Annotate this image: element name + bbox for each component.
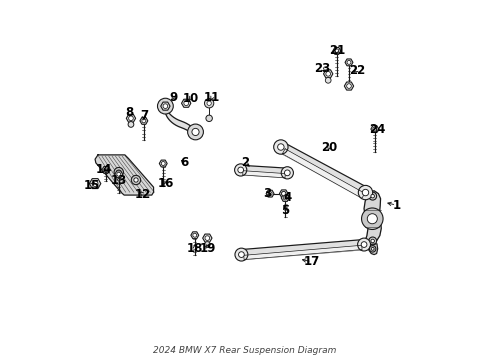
Circle shape: [161, 162, 165, 166]
Circle shape: [368, 214, 377, 224]
Circle shape: [162, 103, 169, 110]
Text: 8: 8: [125, 106, 134, 119]
Circle shape: [238, 167, 244, 173]
Text: 5: 5: [281, 204, 289, 217]
Circle shape: [371, 239, 374, 243]
Text: 1: 1: [392, 199, 400, 212]
Polygon shape: [364, 191, 381, 245]
Text: 20: 20: [321, 141, 337, 154]
Circle shape: [188, 124, 203, 140]
Circle shape: [368, 192, 377, 200]
Circle shape: [204, 242, 210, 247]
Circle shape: [131, 175, 141, 185]
Text: 22: 22: [349, 64, 365, 77]
Text: 10: 10: [182, 92, 198, 105]
Circle shape: [283, 196, 287, 200]
Text: 21: 21: [329, 44, 345, 57]
Circle shape: [128, 122, 134, 127]
Circle shape: [369, 246, 376, 252]
Circle shape: [371, 194, 374, 198]
Circle shape: [184, 101, 189, 105]
Text: 19: 19: [199, 242, 216, 255]
Circle shape: [325, 77, 331, 83]
Circle shape: [235, 164, 247, 176]
Polygon shape: [241, 239, 365, 260]
Circle shape: [207, 101, 211, 105]
Text: 24: 24: [369, 123, 386, 136]
Text: 2024 BMW X7 Rear Suspension Diagram: 2024 BMW X7 Rear Suspension Diagram: [153, 346, 337, 355]
Text: 13: 13: [110, 174, 126, 187]
Circle shape: [373, 127, 377, 131]
Circle shape: [235, 248, 248, 261]
Circle shape: [206, 115, 212, 122]
Circle shape: [346, 84, 351, 88]
Circle shape: [142, 119, 146, 123]
Text: 3: 3: [264, 187, 271, 200]
Circle shape: [335, 49, 339, 53]
Polygon shape: [95, 155, 153, 195]
Polygon shape: [367, 244, 378, 255]
Text: 12: 12: [135, 188, 151, 201]
Circle shape: [117, 170, 121, 174]
Circle shape: [134, 178, 138, 182]
Circle shape: [282, 192, 286, 196]
Circle shape: [282, 192, 286, 196]
Polygon shape: [244, 245, 362, 260]
Circle shape: [326, 72, 331, 76]
Text: 16: 16: [157, 177, 173, 190]
Text: 6: 6: [180, 156, 188, 169]
Circle shape: [358, 185, 373, 200]
Text: 17: 17: [304, 255, 320, 268]
Polygon shape: [241, 165, 288, 177]
Text: 7: 7: [140, 109, 148, 122]
Circle shape: [371, 247, 374, 250]
Circle shape: [281, 167, 294, 179]
Circle shape: [205, 236, 210, 240]
Circle shape: [268, 192, 272, 195]
Circle shape: [163, 104, 168, 108]
Circle shape: [278, 144, 284, 150]
Circle shape: [362, 208, 383, 229]
Circle shape: [361, 242, 367, 247]
Polygon shape: [166, 106, 196, 138]
Circle shape: [347, 60, 351, 64]
Circle shape: [358, 238, 370, 251]
Text: 14: 14: [96, 163, 112, 176]
Circle shape: [368, 237, 377, 245]
Circle shape: [204, 99, 214, 108]
Polygon shape: [282, 149, 365, 198]
Circle shape: [104, 168, 108, 172]
Circle shape: [92, 181, 98, 186]
Text: 9: 9: [169, 91, 177, 104]
Text: 18: 18: [187, 242, 203, 255]
Text: 2: 2: [241, 156, 249, 169]
Polygon shape: [243, 171, 285, 178]
Circle shape: [129, 116, 133, 121]
Text: 23: 23: [314, 62, 330, 75]
Circle shape: [114, 167, 123, 177]
Circle shape: [157, 98, 173, 114]
Circle shape: [117, 172, 121, 176]
Text: 15: 15: [83, 179, 99, 192]
Text: 11: 11: [204, 91, 220, 104]
Circle shape: [274, 140, 288, 154]
Circle shape: [285, 170, 290, 176]
Circle shape: [362, 189, 368, 196]
Circle shape: [239, 252, 245, 257]
Circle shape: [192, 129, 199, 135]
Polygon shape: [278, 142, 368, 197]
Text: 4: 4: [284, 191, 292, 204]
Circle shape: [193, 233, 197, 237]
